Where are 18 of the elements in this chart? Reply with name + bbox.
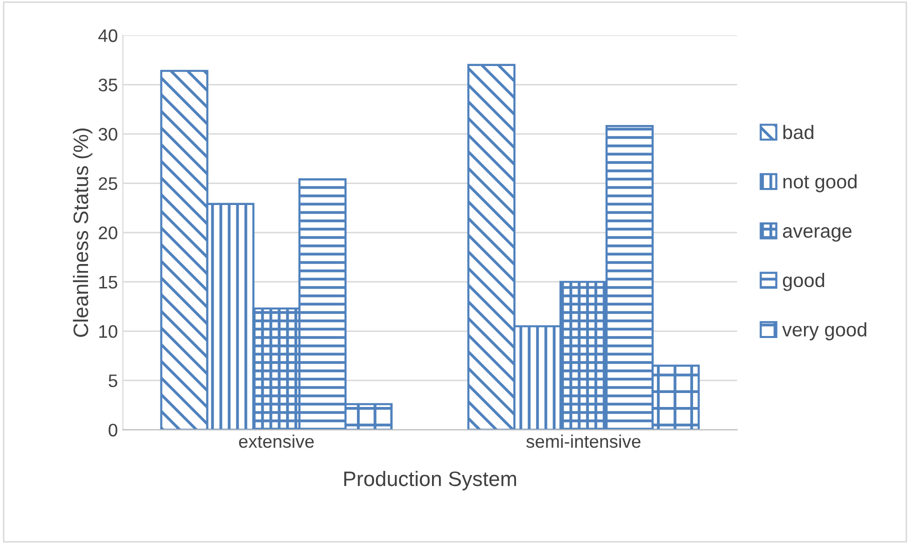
y-tick-label: 5 [108, 374, 118, 388]
x-tick-label: extensive [239, 434, 314, 448]
y-axis-title: Cleanliness Status (%) [72, 128, 92, 337]
legend-label: not good [783, 174, 857, 192]
legend-label: very good [782, 322, 866, 340]
y-tick-label: 35 [98, 78, 118, 92]
legend-label: average [782, 227, 852, 242]
y-tick-label: 30 [98, 128, 118, 141]
y-tick-label: 10 [99, 325, 118, 338]
x-axis-title: Production System [344, 470, 516, 490]
legend-label: good [782, 272, 824, 292]
y-tick-label: 20 [98, 226, 118, 240]
y-tick-label: 15 [99, 276, 118, 289]
legend-label: bad [783, 124, 814, 140]
y-tick-label: 0 [108, 424, 118, 436]
x-tick-label: semi-intensive [526, 434, 640, 448]
y-tick-label: 25 [98, 177, 118, 190]
y-tick-label: 40 [98, 29, 118, 42]
